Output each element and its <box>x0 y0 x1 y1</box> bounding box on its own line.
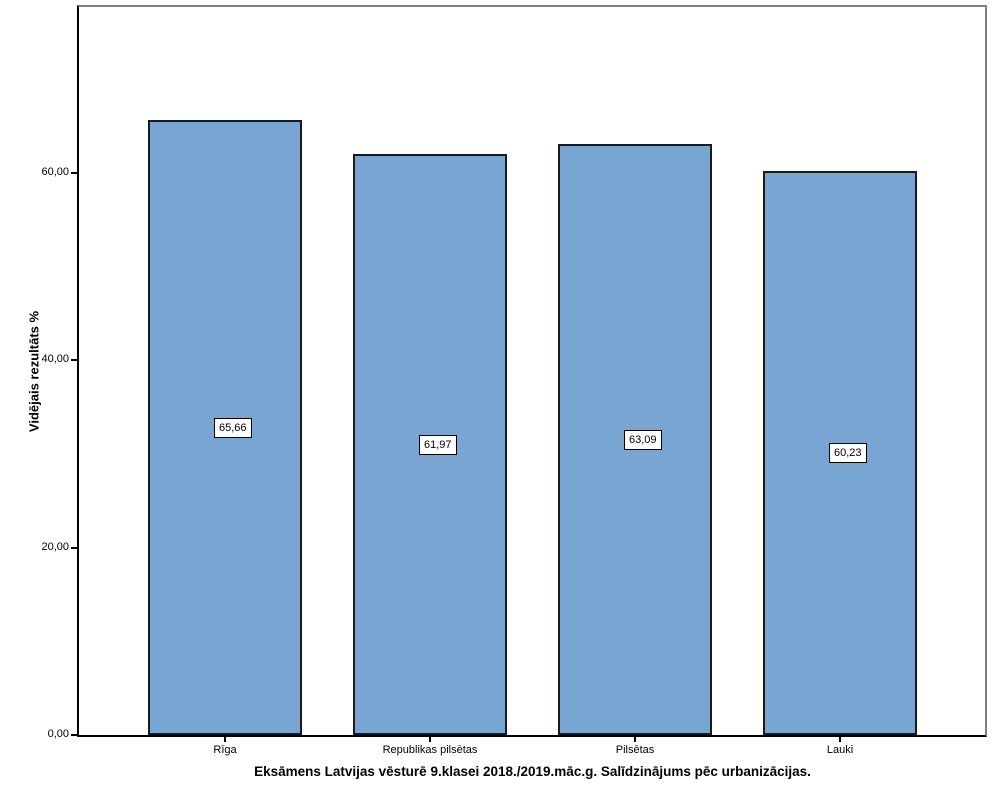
x-tick-mark-2 <box>634 737 636 742</box>
y-tick-label-3: 60,00 <box>41 166 69 178</box>
y-tick-mark-1 <box>71 547 77 549</box>
y-axis-title: Vidējais rezultāts % <box>26 310 42 433</box>
y-tick-mark-0 <box>71 734 77 736</box>
y-tick-mark-2 <box>71 359 77 361</box>
x-category-label-1: Republikas pilsētas <box>382 744 478 756</box>
bar-value-label-0: 65,66 <box>214 418 252 438</box>
plot-area: 65,66 61,97 63,09 60,23 <box>77 5 987 737</box>
bar-value-label-2: 63,09 <box>624 430 662 450</box>
x-category-label-2: Pilsētas <box>615 744 655 756</box>
y-tick-label-1: 20,00 <box>41 541 69 553</box>
bar-value-label-1: 61,97 <box>419 435 457 455</box>
x-tick-mark-0 <box>224 737 226 742</box>
x-category-label-3: Lauki <box>826 744 854 756</box>
x-tick-mark-3 <box>839 737 841 742</box>
bar-value-label-3: 60,23 <box>829 443 867 463</box>
y-tick-label-2: 40,00 <box>41 353 69 365</box>
x-category-label-0: Rīga <box>213 744 237 756</box>
x-tick-mark-1 <box>429 737 431 742</box>
y-tick-label-0: 0,00 <box>47 728 69 740</box>
y-tick-mark-3 <box>71 172 77 174</box>
chart-title: Eksāmens Latvijas vēsturē 9.klasei 2018.… <box>254 764 811 779</box>
